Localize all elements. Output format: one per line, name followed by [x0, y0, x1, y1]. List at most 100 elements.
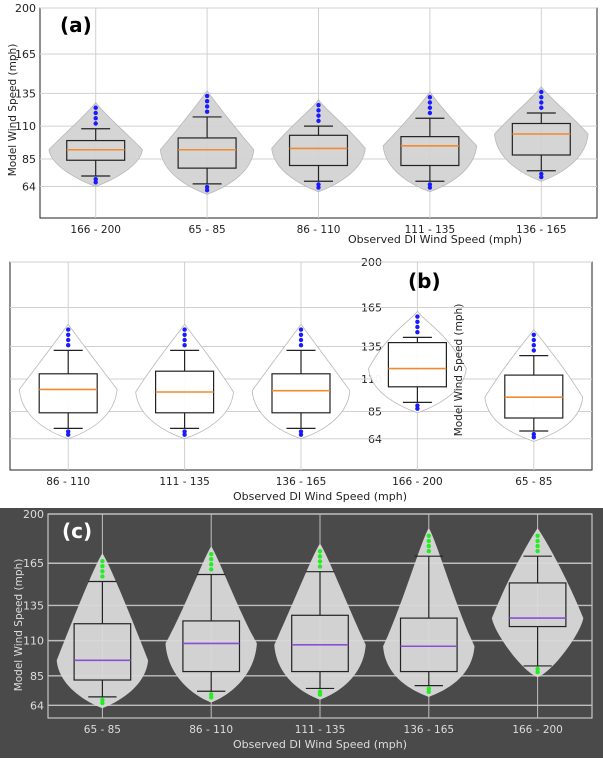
x-tick-label: 136 - 165: [276, 476, 327, 488]
chart-panel-1: 64 85 110 135 165 200 166 - 200 65 - 85 86 - 110…: [0, 2, 603, 258]
box-group: [484, 328, 584, 442]
outlier-point: [531, 343, 536, 348]
box-iqr: [73, 623, 132, 681]
chart-panel-3: 64 85 110 135 165 200 65 - 85 86 - 110 111 - 135…: [0, 508, 603, 758]
x-tick-label: 86 - 110: [189, 724, 233, 736]
outlier-point: [426, 543, 431, 549]
outlier-point: [426, 689, 431, 694]
violin: [135, 323, 234, 440]
box-iqr: [508, 582, 567, 628]
box-iqr: [38, 373, 98, 414]
outlier-point: [204, 104, 210, 109]
outlier-point: [204, 109, 210, 114]
outlier-point: [204, 98, 210, 104]
box-iqr: [291, 614, 349, 673]
y-tick-label: 85: [30, 670, 44, 683]
x-tick-label: 65 - 85: [515, 476, 552, 488]
outlier-point: [317, 564, 323, 569]
violin: [251, 323, 351, 440]
x-axis-title: Observed DI Wind Speed (mph): [233, 490, 407, 503]
outlier-point: [415, 324, 420, 330]
outlier-point: [209, 567, 214, 572]
outlier-point: [66, 332, 71, 337]
outlier-point: [209, 562, 214, 567]
outlier-point: [66, 327, 71, 332]
x-axis-title: Observed DI Wind Speed (mph): [348, 233, 522, 246]
violin: [368, 310, 467, 414]
box-iqr: [177, 137, 237, 169]
x-tick-label: 136 - 165: [404, 724, 455, 736]
outlier-point: [316, 118, 321, 124]
outlier-point: [209, 551, 214, 557]
outlier-point: [415, 406, 420, 411]
outlier-point: [100, 569, 105, 574]
outlier-point: [415, 403, 420, 408]
x-tick-label: 111 - 135: [159, 476, 210, 488]
outlier-point: [531, 348, 536, 353]
outlier-point: [426, 548, 431, 554]
outlier-point: [93, 121, 98, 126]
y-tick-label: 135: [15, 87, 36, 100]
outlier-point: [298, 343, 304, 348]
outlier-point: [535, 543, 540, 549]
box-group: [271, 99, 366, 193]
outlier-point: [531, 431, 536, 437]
outlier-point: [93, 180, 98, 185]
outlier-point: [93, 116, 98, 121]
outlier-point: [535, 538, 540, 544]
y-tick-label: 110: [15, 120, 36, 133]
outlier-point: [317, 549, 323, 554]
outlier-point: [298, 429, 304, 434]
outlier-point: [66, 429, 71, 434]
x-tick-label: 111 - 135: [405, 224, 456, 236]
outlier-point: [316, 108, 321, 113]
outlier-point: [535, 548, 540, 554]
outlier-point: [66, 432, 71, 437]
outlier-point: [427, 110, 433, 116]
box-iqr: [288, 134, 349, 167]
outlier-point: [298, 327, 304, 332]
outlier-point: [100, 697, 105, 703]
outlier-point: [204, 184, 210, 190]
outlier-point: [539, 174, 544, 180]
outlier-point: [531, 337, 536, 343]
outlier-point: [539, 105, 544, 110]
outlier-point: [93, 110, 98, 116]
outlier-point: [426, 533, 431, 539]
violin: [165, 546, 257, 703]
y-axis: 64 85 110 135 165 200: [15, 2, 36, 194]
outlier-point: [316, 102, 321, 108]
outlier-point: [415, 314, 420, 319]
outlier-point: [182, 332, 187, 337]
outlier-point: [100, 564, 105, 569]
outlier-point: [427, 185, 433, 190]
y-axis: 64 85 110 135 165 200: [23, 508, 44, 712]
y-tick-label: 135: [23, 599, 44, 612]
outlier-point: [427, 95, 433, 100]
outlier-point: [427, 100, 433, 105]
box-group: [159, 89, 255, 195]
x-tick-label: 65 - 85: [84, 724, 121, 736]
box-group: [165, 546, 257, 703]
x-tick-label: 65 - 85: [189, 224, 226, 236]
outlier-point: [182, 327, 187, 332]
outlier-point: [100, 574, 105, 579]
panel-label: (a): [60, 13, 92, 37]
outlier-point: [539, 89, 544, 95]
outlier-point: [535, 669, 540, 675]
y-tick-label: 85: [22, 153, 36, 166]
x-tick-label: 166 - 200: [70, 224, 121, 236]
outlier-point: [66, 343, 71, 348]
x-tick-label: 166 - 200: [392, 476, 443, 488]
panel-label: (c): [62, 519, 92, 543]
outlier-point: [66, 337, 71, 343]
outlier-point: [100, 700, 105, 706]
y-tick-label: 165: [23, 557, 44, 570]
outlier-point: [317, 689, 323, 694]
outlier-point: [182, 343, 187, 348]
outlier-point: [298, 332, 304, 337]
box-iqr: [399, 617, 458, 673]
outlier-point: [209, 556, 214, 562]
box-iqr: [400, 136, 460, 167]
